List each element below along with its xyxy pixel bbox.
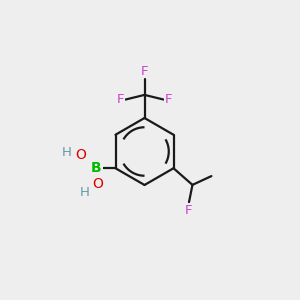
Text: O: O: [93, 177, 104, 191]
Text: F: F: [165, 93, 172, 106]
Text: H: H: [62, 146, 72, 159]
Text: F: F: [117, 93, 124, 106]
Text: F: F: [141, 65, 148, 78]
Text: O: O: [75, 148, 86, 162]
Text: F: F: [185, 204, 193, 217]
Text: B: B: [91, 161, 101, 175]
Text: H: H: [80, 186, 90, 199]
